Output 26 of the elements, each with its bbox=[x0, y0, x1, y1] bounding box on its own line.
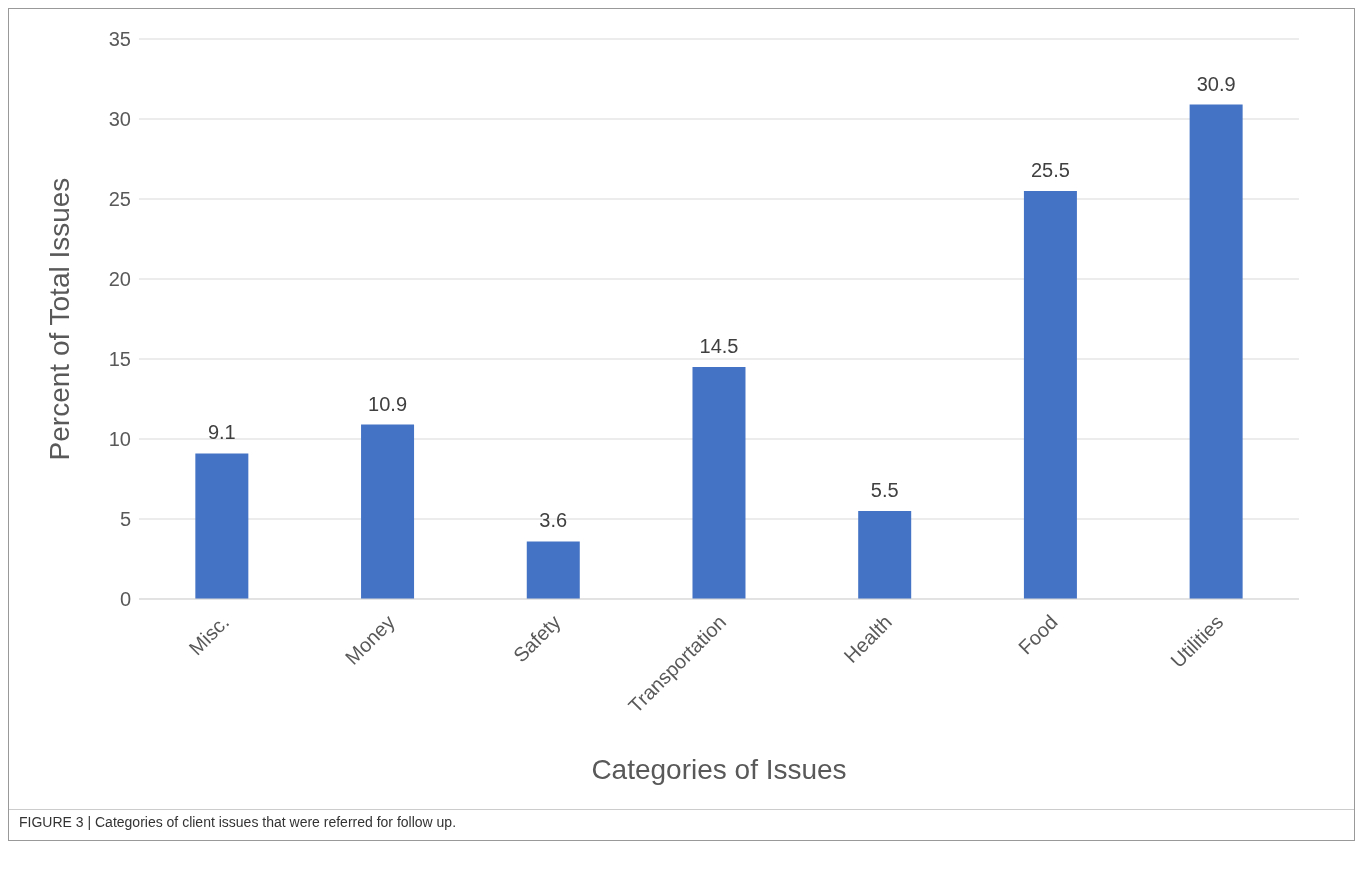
bar bbox=[195, 453, 249, 599]
y-tick-label: 30 bbox=[108, 108, 131, 131]
bar bbox=[1023, 191, 1077, 599]
data-label: 14.5 bbox=[699, 335, 739, 357]
data-label: 10.9 bbox=[368, 392, 408, 415]
y-tick-label: 0 bbox=[119, 588, 131, 611]
bar bbox=[1189, 104, 1243, 599]
data-label: 9.1 bbox=[207, 421, 236, 444]
y-axis-title: Percent of Total Issues bbox=[43, 177, 75, 461]
caption: FIGURE 3 | Categories of client issues that were referred for follow up. bbox=[9, 809, 1354, 840]
y-tick-label: 10 bbox=[108, 428, 131, 451]
y-tick-label: 15 bbox=[108, 348, 131, 371]
data-label: 30.9 bbox=[1196, 72, 1236, 95]
data-label: 25.5 bbox=[1030, 159, 1070, 181]
y-tick-label: 35 bbox=[108, 28, 131, 51]
x-tick-label: Misc. bbox=[184, 610, 234, 660]
bar bbox=[361, 424, 415, 599]
y-tick-label: 25 bbox=[108, 188, 131, 211]
data-label: 3.6 bbox=[539, 509, 568, 532]
x-axis-title: Categories of Issues bbox=[591, 754, 847, 785]
bar bbox=[526, 541, 580, 599]
data-label: 5.5 bbox=[870, 479, 899, 501]
bar bbox=[858, 511, 912, 599]
bar bbox=[692, 367, 746, 599]
y-tick-label: 20 bbox=[108, 268, 131, 291]
y-tick-label: 5 bbox=[119, 508, 131, 531]
